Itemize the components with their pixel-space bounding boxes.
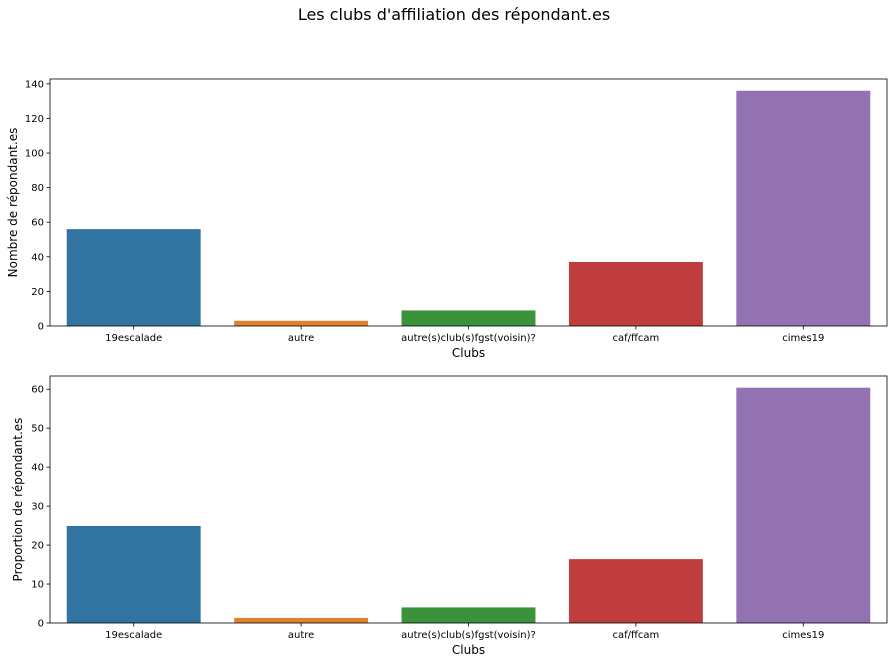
- y-tick-label: 60: [31, 218, 44, 229]
- x-tick-label: 19escalade: [105, 333, 162, 344]
- x-tick-label: caf/ffcam: [613, 333, 660, 344]
- x-tick-label: autre: [288, 333, 314, 344]
- bar-19escalade: [66, 229, 201, 326]
- x-tick-label: autre: [288, 630, 314, 641]
- bar-caf-ffcam: [568, 559, 703, 623]
- x-axis-label: Clubs: [452, 643, 485, 657]
- y-tick-label: 20: [31, 287, 44, 298]
- y-tick-label: 0: [38, 322, 44, 333]
- x-tick-label: 19escalade: [105, 630, 162, 641]
- x-tick-label: autre(s)club(s)fgst(voisin)?: [401, 630, 536, 641]
- bar-19escalade: [66, 525, 201, 623]
- y-tick-label: 50: [31, 424, 44, 435]
- bar-autre-s-club-s-fgst-voisin-: [401, 607, 536, 623]
- y-tick-label: 60: [31, 385, 44, 396]
- figure-title: Les clubs d'affiliation des répondant.es: [298, 5, 610, 24]
- bar-autre-s-club-s-fgst-voisin-: [401, 310, 536, 326]
- bar-autre: [234, 617, 369, 623]
- y-tick-label: 120: [25, 114, 44, 125]
- bar-autre: [234, 320, 369, 326]
- y-tick-label: 0: [38, 619, 44, 630]
- bar-cimes19: [736, 387, 871, 623]
- bar-cimes19: [736, 90, 871, 326]
- y-tick-label: 100: [25, 149, 44, 160]
- x-tick-label: caf/ffcam: [613, 630, 660, 641]
- y-axis-label: Proportion de répondant.es: [11, 418, 25, 582]
- x-axis-label: Clubs: [452, 346, 485, 360]
- y-tick-label: 30: [31, 502, 44, 513]
- y-tick-label: 20: [31, 541, 44, 552]
- bar-caf-ffcam: [568, 262, 703, 326]
- y-tick-label: 80: [31, 183, 44, 194]
- chart-1: 0 20 40 60 80 100 120 140 19escalade autre autre(s…: [6, 78, 888, 360]
- x-tick-label: cimes19: [782, 333, 824, 344]
- y-tick-label: 10: [31, 580, 44, 591]
- x-tick-label: cimes19: [782, 630, 824, 641]
- y-tick-label: 40: [31, 252, 44, 263]
- y-axis-label: Nombre de répondant.es: [6, 128, 20, 278]
- y-tick-label: 140: [25, 79, 44, 90]
- y-tick-label: 40: [31, 463, 44, 474]
- x-tick-label: autre(s)club(s)fgst(voisin)?: [401, 333, 536, 344]
- chart-2: 0 10 20 30 40 50 60 19escalade autre autre(s)club…: [11, 375, 888, 657]
